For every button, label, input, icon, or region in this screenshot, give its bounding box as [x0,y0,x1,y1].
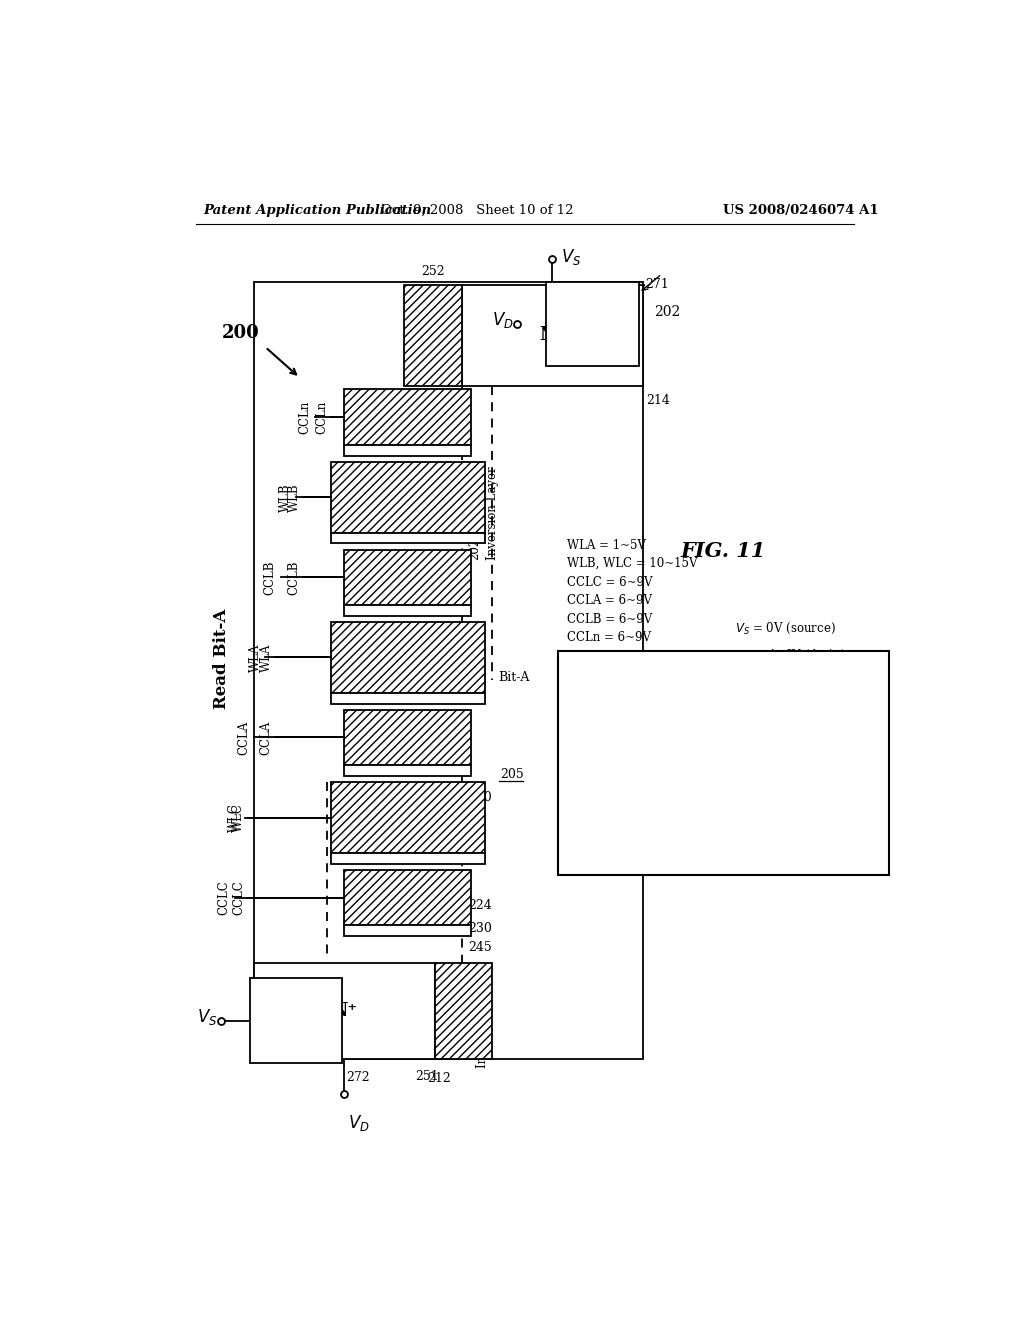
Bar [344,710,471,766]
Bar [435,964,493,1059]
Text: 230: 230 [468,921,492,935]
Text: Patent Application Publication: Patent Application Publication [204,205,432,218]
Text: 200: 200 [222,323,260,342]
Text: 220: 220 [468,791,492,804]
Text: MBL2: MBL2 [270,1014,322,1028]
Text: $V_S$: $V_S$ [198,1007,217,1027]
Text: Read Bit-A: Read Bit-A [213,609,230,709]
Text: WLC: WLC [227,803,241,832]
Bar [331,533,484,544]
Bar [547,281,639,367]
Text: US 2008/0246074 A1: US 2008/0246074 A1 [723,205,879,218]
Text: CCLB: CCLB [288,560,300,594]
Text: WLA: WLA [260,643,273,672]
Text: WLC: WLC [232,803,246,832]
Text: CCLn: CCLn [315,400,328,434]
Bar [254,964,435,1059]
Text: FIG. 11: FIG. 11 [681,541,766,561]
Text: N⁺: N⁺ [331,1002,357,1020]
Text: $V_S$: $V_S$ [561,247,582,267]
Text: 205: 205 [500,768,524,781]
Text: CCLC: CCLC [218,880,230,915]
Bar [344,605,471,615]
Text: Inversion Layer: Inversion Layer [475,974,488,1068]
Text: 251: 251 [415,1069,439,1082]
Bar [331,462,484,533]
Text: 224: 224 [468,899,492,912]
Text: Bit-A: Bit-A [499,672,530,684]
Text: CCLn: CCLn [299,400,311,434]
Text: 252: 252 [421,265,444,279]
Text: 202a
Inversion Layer: 202a Inversion Layer [468,466,499,560]
Text: N⁺: N⁺ [539,326,565,345]
Bar [331,853,484,863]
Text: CCLB: CCLB [264,560,276,594]
Text: WLA = 1~5V
WLB, WLC = 10~15V
CCLC = 6~9V
CCLA = 6~9V
CCLB = 6~9V
CCLn = 6~9V
p-w: WLA = 1~5V WLB, WLC = 10~15V CCLC = 6~9V… [567,539,697,663]
Text: $V_S$ = 0V (source)
$V_D$ = 4~6V (drain): $V_S$ = 0V (source) $V_D$ = 4~6V (drain) [735,622,846,663]
Bar [331,622,484,693]
Bar [558,651,889,875]
Bar [254,281,643,1059]
Bar [403,285,462,385]
Text: 271: 271 [645,277,669,290]
Text: 272: 272 [346,1071,370,1084]
Text: WLB: WLB [288,483,301,512]
Text: WLA: WLA [249,643,261,672]
Bar [344,445,471,455]
Text: 202: 202 [654,305,680,319]
Bar [344,549,471,605]
Text: $V_D$: $V_D$ [348,1113,370,1133]
Text: p-Well: p-Well [563,705,622,721]
Bar [344,870,471,925]
Text: 245: 245 [468,941,492,954]
Bar [344,389,471,445]
Text: Oct. 9, 2008   Sheet 10 of 12: Oct. 9, 2008 Sheet 10 of 12 [381,205,573,218]
Text: 214: 214 [646,395,671,408]
Text: WLB: WLB [280,483,292,512]
Text: CCLC: CCLC [231,880,245,915]
Text: CCLA: CCLA [237,721,250,755]
Bar [344,766,471,776]
Bar [462,285,643,385]
Text: $V_D$: $V_D$ [493,310,514,330]
Bar [331,693,484,704]
Bar [250,978,342,1063]
Bar [344,925,471,936]
Bar [331,781,484,853]
Text: 212: 212 [427,1072,451,1085]
Text: MBL1: MBL1 [567,317,618,331]
Text: CCLA: CCLA [260,721,272,755]
